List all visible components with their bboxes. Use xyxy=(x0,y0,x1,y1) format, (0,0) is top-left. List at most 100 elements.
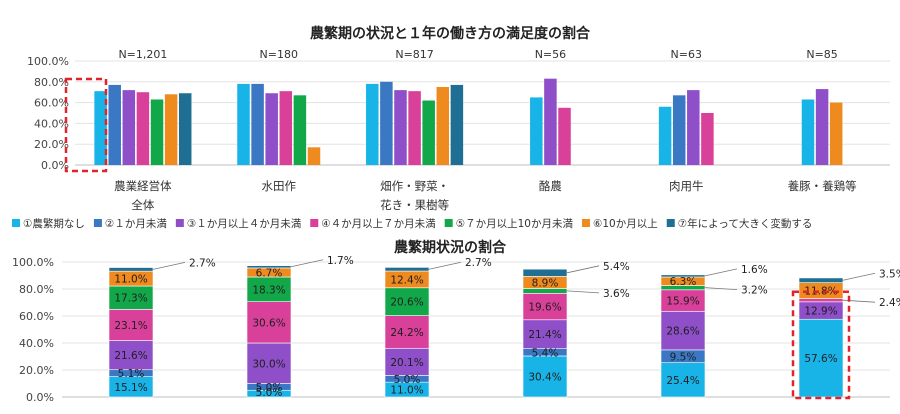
bottom-data-label: 21.6% xyxy=(114,350,147,362)
bottom-bar-segment xyxy=(798,277,844,283)
bottom-data-label: 11.8% xyxy=(804,286,837,298)
top-bar xyxy=(450,84,464,165)
bottom-leader-line xyxy=(152,261,186,270)
bottom-y-tick-label: 100.0% xyxy=(12,256,54,269)
bottom-data-label: 5.4% xyxy=(532,347,559,359)
top-category-label: 花き・果樹等 xyxy=(380,198,449,212)
bottom-data-label: 2.7% xyxy=(465,257,492,269)
bottom-data-label: 9.5% xyxy=(670,351,697,363)
bottom-data-label: 2.4% xyxy=(879,297,900,309)
bottom-data-label: 5.0% xyxy=(256,382,283,394)
top-y-tick-label: 0.0% xyxy=(41,159,69,172)
bottom-bar-segment xyxy=(384,267,430,272)
legend: ①農繁期なし ②１か月未満 ③１か月以上４か月未満 ④４か月以上７か月未満 ⑤７か月以上… xyxy=(12,217,812,230)
top-bar xyxy=(380,81,393,165)
top-bar xyxy=(150,99,164,165)
bottom-leader-line xyxy=(566,265,600,274)
top-y-tick-label: 20.0% xyxy=(34,138,69,151)
bottom-data-label: 28.6% xyxy=(666,326,699,338)
top-bar xyxy=(687,90,700,165)
bottom-data-label: 5.0% xyxy=(256,387,283,399)
bottom-bar-segment xyxy=(246,276,292,302)
bottom-leader-line xyxy=(842,272,876,281)
top-bar xyxy=(829,102,843,165)
top-bar xyxy=(801,99,815,165)
bottom-data-label: 5.4% xyxy=(603,261,630,273)
bottom-leader-line xyxy=(704,287,738,291)
top-bar xyxy=(672,95,686,165)
legend-swatch xyxy=(93,219,102,227)
top-y-tick-label: 100.0% xyxy=(27,55,69,68)
bottom-data-label: 8.9% xyxy=(532,277,559,289)
bottom-data-label: 11.0% xyxy=(114,274,147,286)
top-category-label: 農業経営体 xyxy=(114,179,172,193)
bottom-data-label: 19.6% xyxy=(528,302,561,314)
bottom-highlight-box xyxy=(791,290,851,400)
top-bar xyxy=(279,91,293,165)
top-y-tick-label: 80.0% xyxy=(34,76,69,89)
bottom-data-label: 12.4% xyxy=(390,274,423,286)
bottom-data-label: 5.0% xyxy=(394,374,421,386)
top-n-label: N=817 xyxy=(395,48,433,61)
legend-label: ⑦年によって大きく変動する xyxy=(678,217,813,230)
top-bar xyxy=(108,84,121,165)
bottom-y-tick-label: 0.0% xyxy=(26,391,54,404)
bottom-data-label: 18.3% xyxy=(252,284,285,296)
legend-swatch xyxy=(12,219,20,227)
bottom-data-label: 3.6% xyxy=(603,288,630,300)
bottom-bar-segment xyxy=(108,267,154,272)
legend-label: ②１か月未満 xyxy=(105,218,167,230)
top-chart: 0.0% 20.0% 40.0% 60.0% 80.0% 100.0% N=1,201 農業経… xyxy=(27,48,890,212)
bottom-y-tick-label: 20.0% xyxy=(19,364,54,377)
top-n-label: N=63 xyxy=(671,48,702,61)
top-bar xyxy=(251,83,264,165)
top-bar xyxy=(422,100,435,165)
top-bar xyxy=(701,113,714,165)
bottom-data-label: 57.6% xyxy=(804,353,837,365)
top-bar xyxy=(178,93,192,165)
bottom-data-label: 1.7% xyxy=(327,255,354,267)
top-category-label: 養豚・養鶏等 xyxy=(788,179,857,193)
legend-label: ⑤７か月以上10か月未満 xyxy=(456,218,574,230)
top-bar xyxy=(658,106,672,165)
top-bar xyxy=(558,107,571,165)
bottom-data-label: 30.0% xyxy=(252,358,285,370)
bottom-data-label: 6.7% xyxy=(256,267,283,279)
bottom-data-label: 11.0% xyxy=(390,385,423,397)
bottom-y-tick-label: 80.0% xyxy=(19,283,54,296)
bottom-bar-segment xyxy=(660,310,706,351)
bottom-bar-segment xyxy=(798,298,844,303)
top-n-label: N=56 xyxy=(535,48,566,61)
bottom-bar-segment xyxy=(798,318,844,398)
top-n-label: N=85 xyxy=(806,48,837,61)
bottom-data-label: 21.4% xyxy=(528,329,561,341)
legend-swatch xyxy=(444,219,453,227)
bottom-data-label: 3.2% xyxy=(741,285,768,297)
bottom-data-label: 6.3% xyxy=(670,276,697,288)
bottom-y-tick-label: 60.0% xyxy=(19,310,54,323)
top-bar xyxy=(164,94,178,165)
legend-label: ①農繁期なし xyxy=(23,217,85,230)
top-chart-title: 農繁期の状況と１年の働き方の満足度の割合 xyxy=(310,25,591,42)
top-bar xyxy=(307,147,321,165)
bottom-data-label: 23.1% xyxy=(114,320,147,332)
top-bar xyxy=(366,83,379,165)
bottom-bar-segment xyxy=(246,301,292,344)
bottom-data-label: 20.1% xyxy=(390,357,423,369)
legend-label: ④４か月以上７か月未満 xyxy=(321,218,436,230)
top-bar xyxy=(94,91,107,165)
bottom-bar-segment xyxy=(384,287,430,316)
bottom-data-label: 15.9% xyxy=(666,296,699,308)
bottom-leader-line xyxy=(290,259,324,268)
top-bar xyxy=(815,89,829,165)
top-n-label: N=1,201 xyxy=(118,48,167,61)
bottom-data-label: 17.3% xyxy=(114,293,147,305)
top-highlight-box xyxy=(64,77,108,173)
bottom-bar-segment xyxy=(246,342,292,384)
bottom-bar-segment xyxy=(108,309,154,341)
top-bar xyxy=(136,92,150,165)
bottom-bar-segment xyxy=(522,268,568,277)
bottom-leader-line xyxy=(428,261,462,270)
bottom-data-label: 30.6% xyxy=(252,317,285,329)
